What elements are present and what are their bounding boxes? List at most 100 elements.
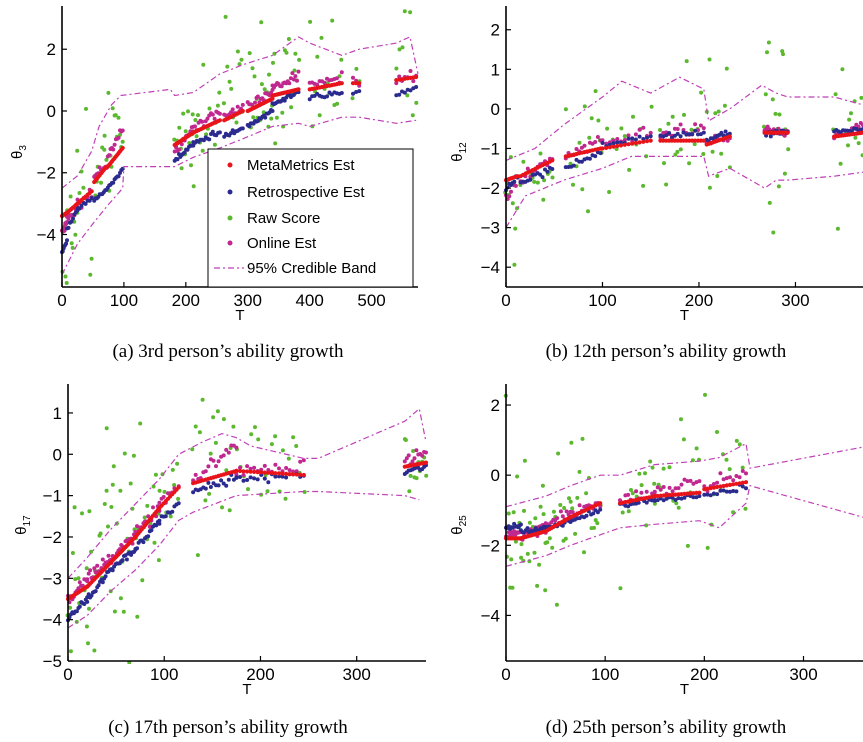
metametrics-est-point	[637, 140, 642, 145]
online-est-point	[658, 487, 663, 492]
raw-score-point	[189, 163, 193, 168]
metametrics-est-point	[724, 483, 729, 488]
metametrics-est-point	[269, 470, 274, 476]
raw-score-point	[573, 531, 578, 536]
metametrics-est-point	[240, 108, 245, 114]
raw-score-point	[535, 583, 540, 588]
online-est-point	[76, 586, 81, 591]
raw-score-point	[102, 133, 107, 138]
retrospective-est-point	[224, 483, 229, 488]
metametrics-est-point	[280, 471, 285, 476]
metametrics-est-point	[248, 469, 253, 474]
online-est-point	[193, 124, 197, 129]
retrospective-est-point	[85, 599, 90, 604]
retrospective-est-point	[676, 496, 681, 501]
x-tick-label: 400	[295, 291, 323, 310]
retrospective-est-point	[560, 523, 565, 528]
y-tick-label: −1	[43, 487, 62, 506]
raw-score-point	[283, 496, 288, 501]
online-est-point	[728, 475, 732, 480]
raw-score-point	[527, 520, 532, 525]
raw-score-point	[73, 577, 78, 582]
plot-area	[65, 397, 429, 664]
retrospective-est-point	[110, 568, 115, 573]
raw-score-point	[776, 184, 781, 189]
online-est-point	[241, 473, 246, 477]
raw-score-point	[227, 508, 232, 513]
panel-a: 0 100 200 300 400 500 −4 −2 0 2 Tθ3	[9, 6, 419, 324]
online-est-point	[85, 579, 90, 584]
raw-score-point	[731, 510, 736, 515]
retrospective-est-point	[262, 476, 267, 481]
raw-score-point	[102, 147, 107, 152]
raw-score-point	[684, 59, 689, 64]
retrospective-est-point	[694, 495, 699, 500]
raw-score-point	[575, 495, 580, 500]
raw-score-point	[532, 179, 537, 184]
metametrics-est-point	[515, 174, 520, 179]
raw-score-point	[183, 129, 188, 134]
metametrics-est-point	[301, 472, 306, 478]
metametrics-est-point	[259, 470, 264, 475]
retrospective-est-point	[182, 150, 187, 155]
y-tick-label: −4	[37, 226, 56, 245]
retrospective-est-point	[675, 131, 680, 136]
y-tick-label: −5	[43, 652, 62, 671]
raw-score-point	[682, 112, 686, 117]
retrospective-est-point	[528, 177, 533, 182]
online-est-point	[100, 557, 105, 562]
metametrics-est-point	[120, 145, 125, 151]
online-est-point	[718, 471, 723, 476]
metametrics-est-point	[727, 482, 733, 487]
retrospective-est-point	[103, 574, 108, 579]
online-est-point	[698, 123, 703, 128]
online-est-point	[574, 147, 579, 151]
online-est-point	[161, 495, 166, 499]
raw-score-point	[631, 114, 635, 119]
raw-score-point	[512, 262, 517, 267]
retrospective-est-point	[723, 129, 728, 134]
raw-score-point	[763, 92, 768, 97]
metametrics-est-point	[276, 471, 282, 476]
retrospective-est-point	[679, 496, 684, 501]
raw-score-point	[87, 606, 91, 611]
raw-score-point	[550, 545, 555, 550]
retrospective-est-point	[579, 159, 584, 164]
online-est-point	[676, 486, 681, 491]
metametrics-est-point	[354, 81, 359, 86]
online-est-point	[414, 448, 419, 453]
online-est-point	[701, 126, 706, 131]
raw-score-point	[274, 115, 279, 120]
raw-score-point	[172, 483, 177, 487]
raw-score-point	[104, 426, 109, 431]
metametrics-est-point	[273, 471, 278, 476]
raw-score-point	[699, 90, 704, 95]
metametrics-est-point	[658, 138, 663, 143]
retrospective-est-point	[545, 169, 550, 174]
raw-score-point	[846, 143, 850, 148]
raw-score-point	[707, 57, 712, 62]
online-est-point	[298, 459, 303, 464]
retrospective-est-point	[241, 478, 246, 483]
credible-band-upper	[505, 76, 863, 161]
x-tick-label: 100	[150, 665, 178, 684]
caption-d: (d) 25th person’s ability growth	[546, 717, 787, 738]
metametrics-est-point	[678, 138, 683, 143]
retrospective-est-point	[83, 201, 88, 206]
online-est-point	[273, 462, 278, 467]
raw-score-point	[577, 140, 582, 145]
online-est-point	[744, 471, 748, 476]
raw-score-point	[221, 417, 226, 422]
raw-score-point	[308, 19, 313, 24]
retrospective-est-point	[512, 179, 517, 184]
raw-score-point	[162, 489, 167, 494]
raw-score-point	[224, 468, 229, 473]
metametrics-est-point	[550, 158, 555, 163]
x-tick-label: 100	[110, 291, 138, 310]
x-tick-label: 200	[690, 665, 718, 684]
online-est-point	[615, 137, 620, 141]
raw-score-point	[648, 459, 653, 464]
retrospective-est-point	[673, 497, 678, 502]
online-est-point	[688, 478, 693, 483]
